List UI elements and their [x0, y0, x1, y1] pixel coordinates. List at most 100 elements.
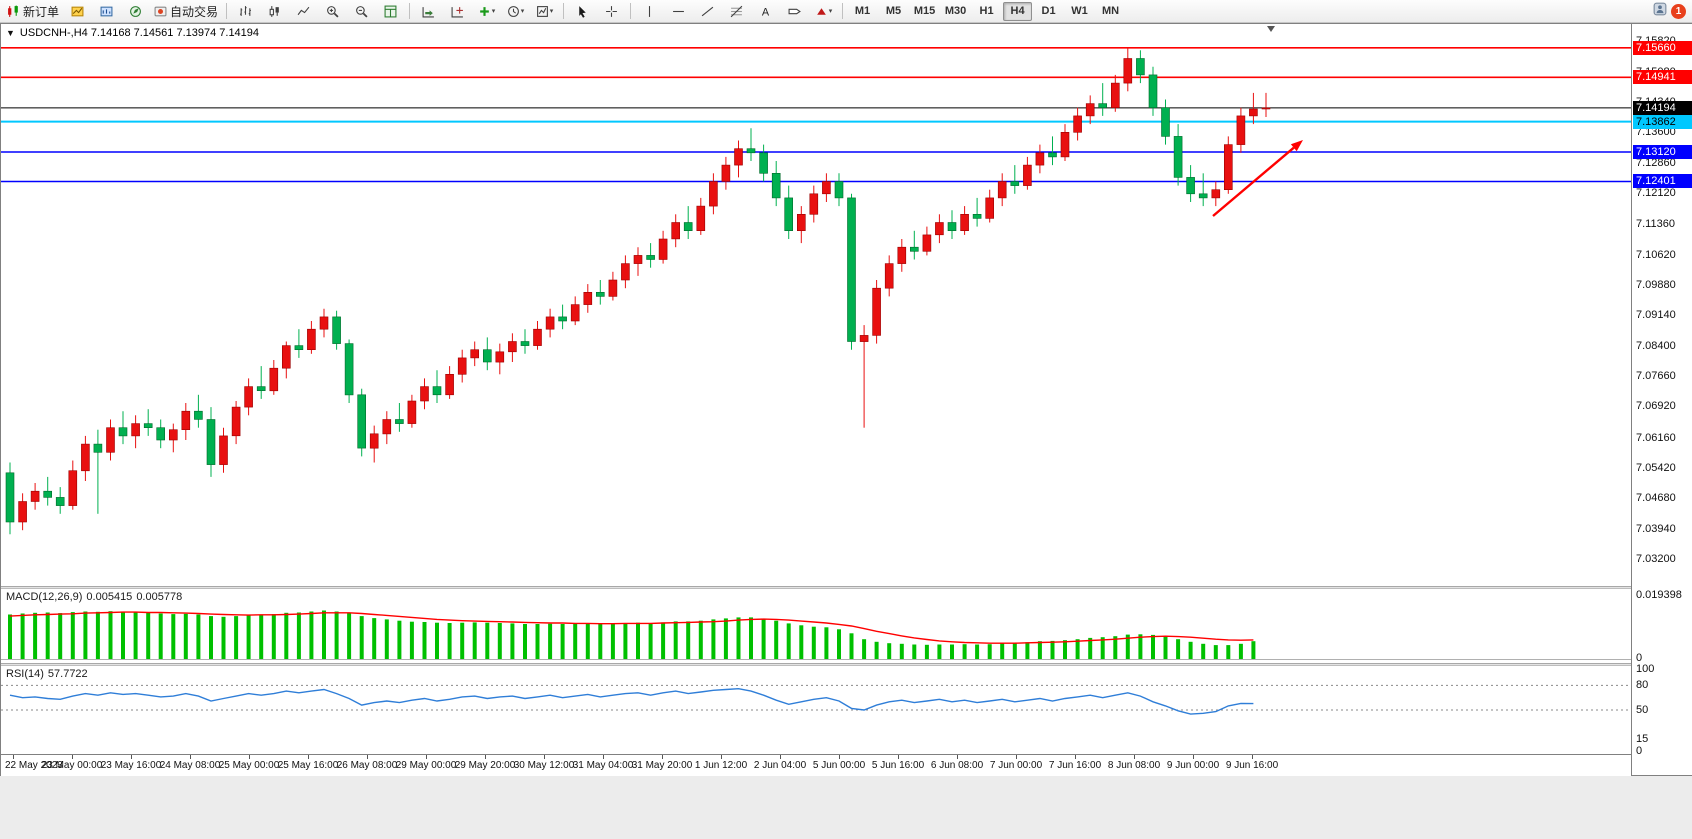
- rsi-axis-label: 15: [1636, 733, 1649, 745]
- candles: [5, 47, 1271, 535]
- macd-panel[interactable]: [1, 589, 1631, 663]
- zoom-in-button[interactable]: [319, 1, 346, 22]
- crosshair-button[interactable]: [598, 1, 625, 22]
- timeframe-button-M15[interactable]: M15: [913, 4, 936, 17]
- bar-chart-icon: [239, 5, 252, 18]
- timeframe-button-W1[interactable]: W1: [1071, 4, 1088, 17]
- new-chart-button[interactable]: [64, 1, 91, 22]
- timeframe-button-M30[interactable]: M30: [944, 4, 967, 17]
- price-axis-label: 7.07660: [1636, 370, 1676, 382]
- arrows-dropdown-button[interactable]: ▾: [810, 1, 837, 22]
- price-axis[interactable]: 7.158207.150807.143407.136007.128607.121…: [1631, 24, 1692, 775]
- text-button[interactable]: A: [752, 1, 779, 22]
- time-axis-label: 22 May 2023: [5, 760, 63, 771]
- timeframe-button-M5[interactable]: M5: [885, 4, 902, 17]
- price-axis-label: 7.08400: [1636, 340, 1676, 352]
- macd-axis-label: 0: [1636, 652, 1643, 664]
- time-axis[interactable]: 22 May 2023 23 May 00:00 23 May 16:00 24 Ma…: [1, 754, 1631, 777]
- timeframe-button-H4[interactable]: H4: [1003, 1, 1033, 21]
- line-chart-button[interactable]: [290, 1, 317, 22]
- time-axis-label: 5 Jun 00:00: [812, 760, 866, 771]
- price-axis-label: 7.12120: [1636, 187, 1676, 199]
- indicators-button[interactable]: ▾: [473, 1, 500, 22]
- main-chart[interactable]: [1, 24, 1631, 586]
- time-axis-tick: [544, 755, 545, 759]
- time-axis-label: 7 Jun 00:00: [989, 760, 1043, 771]
- chevron-down-icon: ▾: [828, 8, 833, 15]
- auto-scroll-icon: [422, 5, 435, 18]
- time-axis-tick: [426, 755, 427, 759]
- auto-scroll-button[interactable]: [415, 1, 442, 22]
- bar-chart-button[interactable]: [232, 1, 259, 22]
- price-badge: 7.13120: [1633, 145, 1692, 159]
- rsi-axis-label: 80: [1636, 679, 1649, 691]
- new-order-label: 新订单: [23, 4, 60, 19]
- navigator-icon: [129, 5, 142, 18]
- rsi-axis-label: 50: [1636, 704, 1649, 716]
- fibonacci-button[interactable]: [723, 1, 750, 22]
- price-axis-label: 7.05420: [1636, 462, 1676, 474]
- autotrading-button[interactable]: 自动交易: [151, 1, 221, 22]
- time-axis-tick: [839, 755, 840, 759]
- time-axis-label: 2 Jun 04:00: [753, 760, 807, 771]
- macd-name: MACD(12,26,9): [6, 591, 83, 603]
- time-axis-label: 30 May 12:00: [513, 760, 575, 771]
- time-axis-label: 29 May 00:00: [395, 760, 457, 771]
- notification-badge[interactable]: 1: [1671, 3, 1686, 19]
- timeframe-button-H1[interactable]: H1: [979, 4, 994, 17]
- timeframe-button-D1[interactable]: D1: [1041, 4, 1056, 17]
- chart-shift-button[interactable]: [444, 1, 471, 22]
- svg-text:A: A: [762, 6, 770, 18]
- horizontal-line-button[interactable]: [665, 1, 692, 22]
- trendline-icon: [701, 5, 714, 18]
- candlestick-chart-icon: [268, 5, 281, 18]
- trendline-button[interactable]: [694, 1, 721, 22]
- zoom-out-icon: [355, 5, 368, 18]
- navigator-button[interactable]: [122, 1, 149, 22]
- new-order-button[interactable]: 新订单: [4, 1, 62, 22]
- time-axis-tick: [13, 755, 14, 759]
- tile-windows-button[interactable]: [377, 1, 404, 22]
- fibonacci-icon: [730, 5, 743, 18]
- time-axis-label: 6 Jun 08:00: [930, 760, 984, 771]
- timeframe-button-MN[interactable]: MN: [1101, 4, 1120, 17]
- price-axis-label: 7.13600: [1636, 126, 1676, 138]
- time-axis-tick: [898, 755, 899, 759]
- time-axis-tick: [1193, 755, 1194, 759]
- label-icon: [788, 5, 801, 18]
- time-axis-tick: [249, 755, 250, 759]
- market-watch-button[interactable]: [93, 1, 120, 22]
- macd-indicator-label: MACD(12,26,9) 0.005415 0.005778: [6, 591, 186, 603]
- panel-separator[interactable]: [1, 663, 1631, 666]
- time-axis-tick: [367, 755, 368, 759]
- shift-marker[interactable]: [1267, 26, 1275, 32]
- mql5-community-icon[interactable]: [1653, 2, 1667, 21]
- macd-signal-line: [9, 611, 1254, 644]
- time-axis-label: 25 May 16:00: [277, 760, 339, 771]
- vertical-line-button[interactable]: [636, 1, 663, 22]
- rsi-indicator-label: RSI(14) 57.7722: [6, 668, 92, 680]
- price-badge: 7.13862: [1633, 115, 1692, 129]
- timeframe-button-M1[interactable]: M1: [854, 4, 871, 17]
- zoom-out-button[interactable]: [348, 1, 375, 22]
- cursor-button[interactable]: [569, 1, 596, 22]
- rsi-panel[interactable]: [1, 666, 1631, 754]
- new-order-icon: [7, 5, 20, 18]
- panel-separator[interactable]: [1, 586, 1631, 589]
- macd-axis-label: 0.019398: [1636, 589, 1682, 601]
- candlestick-chart-button[interactable]: [261, 1, 288, 22]
- periods-dropdown-button[interactable]: ▾: [502, 1, 529, 22]
- templates-dropdown-button[interactable]: ▾: [531, 1, 558, 22]
- time-axis-tick: [721, 755, 722, 759]
- one-click-trading-toggle[interactable]: ▼: [6, 28, 15, 38]
- line-chart-icon: [297, 5, 310, 18]
- market-watch-icon: [100, 5, 113, 18]
- price-axis-label: 7.11360: [1636, 218, 1675, 230]
- label-button[interactable]: [781, 1, 808, 22]
- chart-shift-icon: [451, 5, 464, 18]
- horizontal-line-icon: [672, 5, 685, 18]
- time-axis-tick: [1016, 755, 1017, 759]
- trend-arrow[interactable]: [1212, 140, 1303, 217]
- time-axis-tick: [957, 755, 958, 759]
